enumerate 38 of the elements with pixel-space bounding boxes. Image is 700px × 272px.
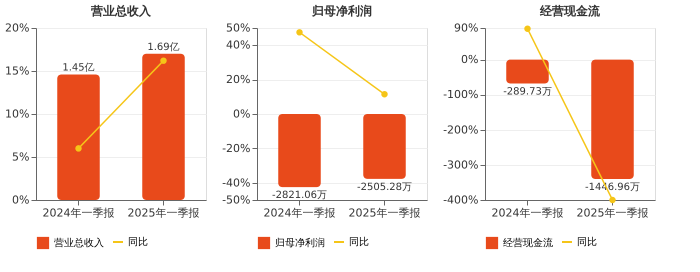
data-label: 1.69亿 bbox=[147, 42, 180, 53]
y-tick-label: 0% bbox=[461, 53, 478, 66]
y-tick-label: -50% bbox=[222, 194, 250, 206]
x-tick-label: 2025年一季报 bbox=[348, 206, 420, 220]
chart-title: 经营现金流 bbox=[539, 4, 601, 18]
data-label: -2505.28万 bbox=[357, 182, 412, 193]
chart-title: 归母净利润 bbox=[311, 4, 372, 18]
y-tick-label: 20% bbox=[5, 22, 30, 34]
y-tick-label: 40% bbox=[226, 38, 250, 52]
y-tick-label: 50% bbox=[226, 22, 250, 34]
legend-label: 同比 bbox=[128, 236, 148, 248]
y-tick-label: -40% bbox=[222, 176, 250, 190]
x-tick-label: 2024年一季报 bbox=[264, 206, 336, 220]
y-tick-label: 90% bbox=[454, 22, 478, 34]
y-tick-label: 0% bbox=[233, 108, 250, 120]
legend-label: 同比 bbox=[349, 236, 369, 248]
y-tick-label: 0% bbox=[12, 194, 30, 206]
legend-label: 经营现金流 bbox=[503, 237, 553, 249]
legend-label: 营业总收入 bbox=[54, 237, 104, 249]
data-label: -289.73万 bbox=[503, 86, 552, 98]
y-tick-label: 20% bbox=[226, 73, 250, 86]
x-tick-label: 2024年一季报 bbox=[42, 206, 114, 220]
y-tick-label: -300% bbox=[443, 158, 478, 172]
x-tick-label: 2024年一季报 bbox=[492, 206, 564, 220]
legend-label: 归母净利润 bbox=[275, 237, 325, 249]
y-tick-label: 10% bbox=[5, 108, 30, 120]
data-label: -2821.06万 bbox=[272, 190, 327, 202]
x-tick-label: 2025年一季报 bbox=[576, 206, 648, 220]
y-tick-label: -20% bbox=[222, 142, 250, 155]
y-tick-label: 5% bbox=[12, 150, 30, 164]
chart-title: 营业总收入 bbox=[90, 4, 152, 18]
legend-label: 同比 bbox=[577, 236, 597, 248]
y-tick-label: -100% bbox=[443, 88, 478, 102]
data-label: 1.45亿 bbox=[62, 62, 95, 74]
y-tick-label: -400% bbox=[443, 194, 478, 206]
y-tick-label: -200% bbox=[443, 123, 478, 136]
y-tick-label: 15% bbox=[5, 64, 30, 78]
x-tick-label: 2025年一季报 bbox=[128, 206, 200, 220]
